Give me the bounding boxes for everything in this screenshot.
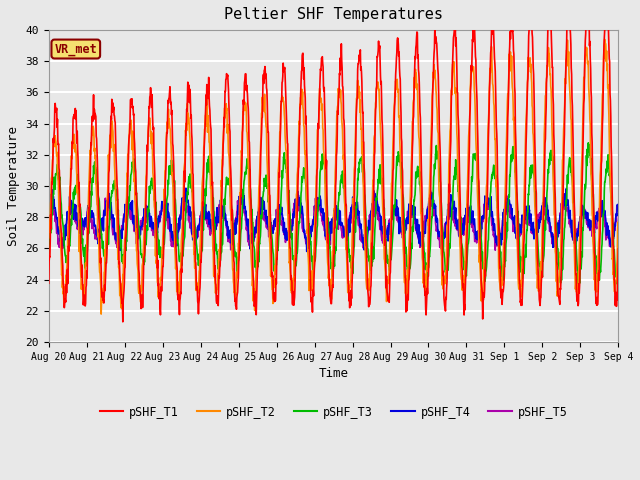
pSHF_T1	[45, 280, 52, 286]
pSHF_T4	[45, 204, 52, 209]
Line: pSHF_T5: pSHF_T5	[49, 195, 618, 252]
pSHF_T2	[299, 89, 307, 95]
pSHF_T3	[369, 252, 377, 258]
pSHF_T2	[601, 36, 609, 42]
pSHF_T4	[89, 213, 97, 218]
pSHF_T4	[182, 185, 189, 191]
pSHF_T2	[113, 212, 120, 217]
Line: pSHF_T3: pSHF_T3	[49, 143, 618, 285]
pSHF_T1	[287, 276, 294, 282]
pSHF_T4	[370, 188, 378, 193]
pSHF_T5	[115, 249, 122, 254]
pSHF_T4	[309, 218, 317, 224]
pSHF_T5	[89, 223, 97, 229]
pSHF_T5	[287, 228, 294, 233]
pSHF_T2	[45, 235, 52, 240]
Title: Peltier SHF Temperatures: Peltier SHF Temperatures	[224, 7, 443, 22]
Text: VR_met: VR_met	[54, 43, 97, 56]
pSHF_T3	[112, 191, 120, 196]
pSHF_T3	[614, 272, 622, 278]
pSHF_T5	[369, 197, 377, 203]
pSHF_T1	[112, 152, 120, 158]
pSHF_T3	[308, 262, 316, 268]
pSHF_T1	[369, 201, 377, 207]
pSHF_T4	[112, 230, 120, 236]
Line: pSHF_T4: pSHF_T4	[49, 188, 618, 252]
Legend: pSHF_T1, pSHF_T2, pSHF_T3, pSHF_T4, pSHF_T5: pSHF_T1, pSHF_T2, pSHF_T3, pSHF_T4, pSHF…	[95, 401, 572, 423]
pSHF_T2	[309, 269, 317, 275]
pSHF_T3	[287, 221, 294, 227]
pSHF_T5	[299, 226, 307, 231]
pSHF_T5	[428, 192, 435, 198]
pSHF_T5	[45, 203, 52, 209]
pSHF_T3	[89, 176, 97, 182]
Line: pSHF_T1: pSHF_T1	[49, 0, 618, 322]
pSHF_T1	[309, 291, 317, 297]
pSHF_T2	[287, 288, 294, 293]
pSHF_T1	[119, 319, 127, 324]
pSHF_T5	[112, 241, 120, 247]
Line: pSHF_T2: pSHF_T2	[49, 39, 618, 314]
Y-axis label: Soil Temperature: Soil Temperature	[7, 126, 20, 246]
pSHF_T5	[309, 217, 317, 223]
pSHF_T3	[298, 180, 306, 185]
pSHF_T2	[614, 222, 622, 228]
X-axis label: Time: Time	[319, 367, 349, 380]
pSHF_T2	[369, 179, 377, 185]
pSHF_T4	[303, 249, 310, 254]
pSHF_T1	[614, 246, 622, 252]
pSHF_T5	[614, 204, 622, 210]
pSHF_T2	[97, 311, 105, 317]
pSHF_T4	[299, 209, 307, 215]
pSHF_T4	[287, 225, 294, 230]
pSHF_T4	[614, 202, 622, 208]
pSHF_T3	[614, 282, 622, 288]
pSHF_T1	[299, 51, 307, 57]
pSHF_T1	[89, 119, 97, 124]
pSHF_T3	[45, 251, 52, 256]
pSHF_T2	[89, 132, 97, 138]
pSHF_T3	[584, 140, 592, 145]
